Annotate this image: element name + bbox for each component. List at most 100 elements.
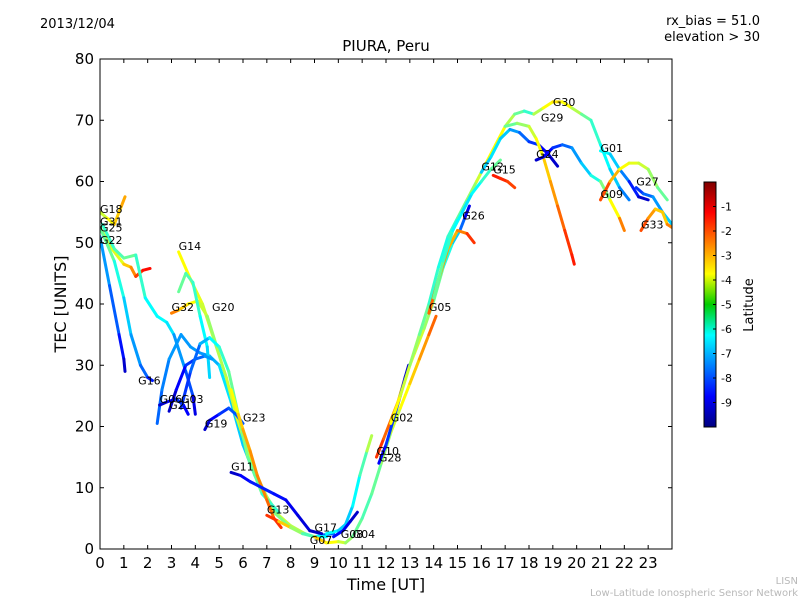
series-segment (198, 314, 209, 349)
series-label: G14 (179, 240, 202, 253)
series-segment (515, 121, 531, 128)
series-g30 (532, 100, 631, 202)
series-segment (489, 137, 502, 159)
series-label: G01 (601, 142, 624, 155)
series-segment (119, 195, 127, 208)
series-segment (551, 143, 564, 150)
series-segment (513, 109, 526, 116)
footer-line-2: Low-Latitude Ionospheric Sensor Network (590, 588, 798, 599)
series-g15 (491, 173, 517, 190)
series-segment (196, 299, 209, 318)
series-segment (360, 492, 374, 520)
series-segment (177, 271, 188, 294)
x-tick-label: 6 (238, 554, 248, 572)
series-g04 (332, 510, 359, 539)
x-tick-label: 23 (639, 554, 658, 572)
series-segment (284, 498, 300, 517)
series-g03 (179, 336, 281, 514)
series-segment (117, 333, 126, 361)
series-segment (618, 216, 626, 232)
series-segment (348, 510, 359, 523)
series-segment (641, 192, 655, 199)
series-segment (389, 406, 402, 435)
series-segment (308, 529, 324, 536)
series-segment (134, 253, 147, 300)
series-segment (277, 519, 293, 530)
footer-credit: LISN Low-Latitude Ionospheric Sensor Net… (590, 576, 798, 600)
series-g17 (313, 314, 438, 545)
y-tick-label: 30 (75, 356, 94, 374)
series-segment (313, 535, 328, 545)
series-segment (608, 152, 622, 171)
series-segment (110, 247, 126, 266)
series-segment (265, 513, 281, 523)
series-segment (112, 247, 126, 260)
series-label: G08 (341, 528, 364, 541)
series-segment (608, 198, 622, 220)
series-segment (217, 406, 231, 416)
series-label: G28 (379, 451, 402, 464)
series-label: G03 (181, 393, 204, 406)
series-label: G32 (172, 301, 195, 314)
series-segment (296, 513, 312, 533)
series-segment (179, 369, 193, 410)
series-segment (260, 486, 276, 496)
series-label: G04 (353, 528, 376, 541)
x-tick-label: 13 (400, 554, 419, 572)
colorbar-tick-label: -8 (721, 372, 732, 385)
series-segment (336, 523, 347, 533)
series-g08 (324, 434, 374, 536)
series-segment (458, 216, 467, 232)
colorbar-tick-label: -4 (721, 274, 732, 287)
y-tick-label: 10 (75, 479, 94, 497)
series-layer (100, 100, 672, 545)
series-segment (351, 474, 362, 508)
series-segment (506, 180, 517, 190)
colorbar-tick-label: -2 (721, 225, 732, 238)
series-g32 (170, 299, 219, 349)
series-g24 (534, 143, 626, 232)
series-label: G12 (481, 160, 504, 173)
x-tick-label: 3 (167, 554, 177, 572)
series-label: G07 (310, 534, 333, 547)
series-segment (198, 336, 212, 346)
series-segment (389, 394, 402, 425)
series-segment (343, 504, 355, 526)
series-segment (498, 127, 512, 141)
series-segment (599, 149, 612, 156)
series-segment (146, 376, 154, 383)
series-segment (646, 167, 660, 190)
series-segment (160, 357, 171, 392)
series-label: G24 (536, 148, 559, 161)
x-tick-label: 20 (567, 554, 586, 572)
series-segment (248, 449, 259, 477)
y-axis-label: TEC [UNITS] (51, 256, 70, 354)
series-segment (408, 333, 421, 367)
series-segment (508, 127, 521, 134)
series-segment (570, 253, 576, 266)
series-segment (560, 143, 574, 150)
series-segment (651, 195, 664, 214)
series-segment (129, 265, 138, 278)
series-segment (665, 222, 672, 229)
x-tick-label: 18 (519, 554, 538, 572)
series-segment (527, 124, 538, 141)
series-segment (100, 222, 116, 251)
colorbar-tick-label: -6 (721, 323, 732, 336)
series-label: G20 (212, 301, 235, 314)
x-tick-label: 21 (591, 554, 610, 572)
series-label: G27 (636, 176, 659, 189)
series-g11 (229, 470, 324, 536)
series-g27 (634, 186, 672, 226)
series-segment (172, 333, 188, 373)
series-segment (174, 363, 188, 392)
series-segment (541, 155, 552, 183)
series-label: G11 (231, 460, 254, 473)
series-segment (532, 106, 545, 116)
series-label: G21 (169, 399, 192, 412)
x-tick-label: 0 (95, 554, 105, 572)
x-tick-label: 12 (376, 554, 395, 572)
colorbar-tick-label: -7 (721, 348, 732, 361)
series-segment (570, 146, 583, 165)
